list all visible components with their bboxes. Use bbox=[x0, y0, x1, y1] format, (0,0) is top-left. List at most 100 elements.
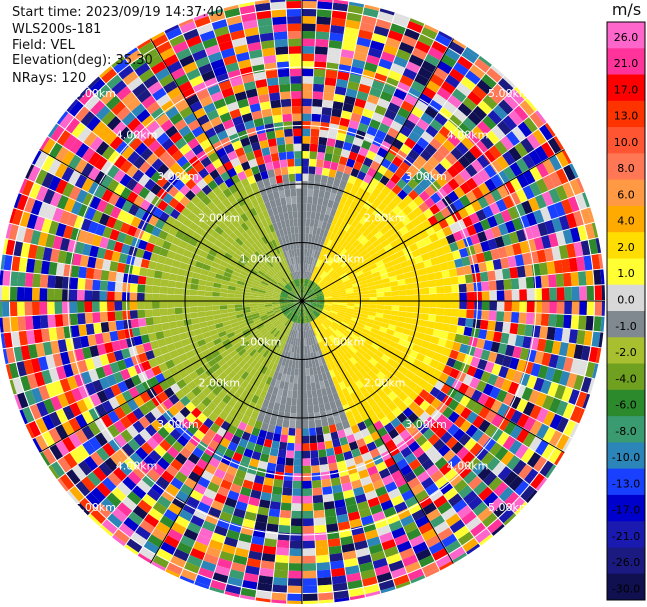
range-bin bbox=[5, 364, 13, 380]
range-bin bbox=[362, 483, 375, 494]
range-bin bbox=[347, 579, 363, 590]
range-bin bbox=[302, 181, 308, 189]
range-bin bbox=[236, 316, 245, 322]
range-bin bbox=[151, 463, 166, 476]
range-bin bbox=[330, 477, 341, 487]
range-bin bbox=[185, 391, 197, 402]
range-bin bbox=[310, 136, 319, 145]
range-bin bbox=[303, 278, 306, 287]
range-bin bbox=[232, 325, 241, 332]
range-bin bbox=[246, 504, 259, 514]
range-bin bbox=[397, 107, 411, 119]
range-bin bbox=[264, 359, 272, 368]
range-bin bbox=[245, 565, 260, 576]
range-bin bbox=[99, 301, 108, 312]
range-bin bbox=[288, 46, 302, 54]
range-bin bbox=[333, 263, 341, 271]
range-bin bbox=[333, 93, 346, 103]
range-bin bbox=[216, 444, 228, 455]
range-bin bbox=[54, 314, 64, 327]
range-bin bbox=[348, 258, 357, 266]
range-bin bbox=[347, 245, 355, 254]
range-bin bbox=[249, 458, 260, 468]
range-bin bbox=[287, 211, 294, 220]
range-bin bbox=[500, 332, 510, 345]
range-bin bbox=[318, 280, 326, 287]
range-bin bbox=[524, 98, 537, 112]
range-bin bbox=[578, 315, 587, 330]
range-bin bbox=[257, 301, 265, 304]
range-bin bbox=[498, 365, 509, 379]
range-bin bbox=[167, 185, 180, 198]
range-bin bbox=[254, 388, 263, 397]
range-bin bbox=[316, 297, 325, 300]
range-bin bbox=[207, 358, 218, 368]
range-bin bbox=[116, 262, 126, 273]
range-bin bbox=[213, 282, 222, 289]
range-bin bbox=[322, 254, 329, 262]
range-bin bbox=[303, 256, 307, 264]
range-bin bbox=[377, 380, 387, 390]
range-bin bbox=[432, 150, 445, 163]
range-bin bbox=[213, 337, 222, 346]
range-bin bbox=[41, 172, 55, 189]
range-bin bbox=[113, 528, 131, 544]
range-bin bbox=[126, 225, 138, 237]
range-bin bbox=[404, 277, 414, 285]
range-bin bbox=[323, 364, 329, 373]
range-bin bbox=[400, 514, 415, 527]
range-bin bbox=[308, 292, 315, 297]
range-bin bbox=[361, 301, 370, 305]
range-bin bbox=[561, 328, 571, 343]
range-bin bbox=[328, 269, 336, 276]
range-bin bbox=[363, 219, 373, 229]
range-bin bbox=[201, 396, 212, 407]
range-bin bbox=[259, 312, 267, 318]
range-bin bbox=[426, 272, 436, 281]
range-bin bbox=[372, 197, 382, 208]
range-bin bbox=[331, 185, 339, 194]
range-bin bbox=[147, 534, 164, 548]
range-bin bbox=[387, 127, 399, 139]
range-bin bbox=[122, 273, 132, 283]
range-bin bbox=[346, 234, 354, 243]
range-bin bbox=[178, 509, 194, 522]
range-bin bbox=[289, 305, 297, 311]
range-bin bbox=[510, 278, 520, 290]
range-bin bbox=[404, 137, 417, 149]
range-bin bbox=[307, 305, 315, 311]
range-bin bbox=[155, 521, 171, 535]
range-bin bbox=[316, 23, 331, 33]
range-bin bbox=[502, 322, 511, 334]
range-bin bbox=[197, 290, 205, 296]
range-bin bbox=[302, 8, 317, 17]
range-bin bbox=[371, 251, 380, 260]
range-bin bbox=[312, 367, 318, 376]
range-bin bbox=[553, 135, 564, 151]
range-bin bbox=[430, 335, 440, 345]
range-bin bbox=[490, 341, 501, 353]
range-bin bbox=[292, 337, 297, 346]
range-bin bbox=[410, 161, 423, 173]
range-bin bbox=[504, 491, 520, 508]
range-bin bbox=[213, 277, 223, 284]
range-bin bbox=[281, 426, 289, 436]
range-bin bbox=[375, 260, 385, 268]
range-bin bbox=[535, 110, 547, 124]
range-bin bbox=[366, 125, 378, 137]
range-bin bbox=[311, 312, 318, 319]
range-bin bbox=[138, 186, 150, 199]
range-bin bbox=[317, 576, 332, 586]
range-bin bbox=[391, 301, 400, 306]
range-bin bbox=[226, 388, 236, 399]
range-bin bbox=[323, 321, 330, 328]
range-bin bbox=[295, 307, 299, 315]
range-bin bbox=[492, 104, 508, 120]
range-bin bbox=[272, 114, 283, 124]
range-bin bbox=[236, 540, 251, 551]
range-bin bbox=[186, 330, 196, 339]
range-bin bbox=[254, 277, 262, 283]
range-bin bbox=[267, 324, 275, 332]
range-bin bbox=[524, 264, 534, 277]
range-bin bbox=[316, 366, 322, 375]
